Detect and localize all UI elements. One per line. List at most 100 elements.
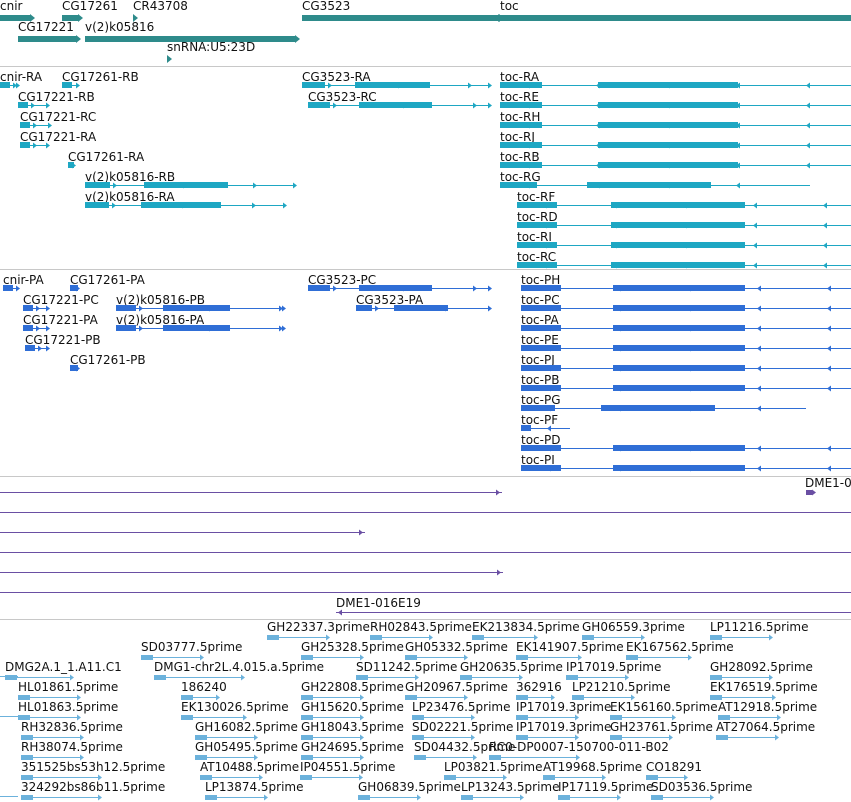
est-feature[interactable]: GH24695.5prime — [301, 740, 404, 761]
protein-label[interactable]: v(2)k05816-PB — [116, 293, 205, 307]
est-label[interactable]: SD02221.5prime — [412, 720, 513, 734]
exon-block[interactable] — [517, 262, 557, 268]
exon-block[interactable] — [20, 142, 30, 148]
exon-block[interactable] — [0, 82, 10, 88]
est-block[interactable] — [301, 655, 313, 660]
protein-label[interactable]: toc-PG — [521, 393, 561, 407]
est-feature[interactable]: LP21210.5prime — [572, 680, 671, 701]
transcript-label[interactable]: toc-RI — [517, 230, 552, 244]
exon-block[interactable] — [517, 202, 557, 208]
est-label[interactable]: GH06559.3prime — [582, 620, 685, 634]
transcript-label[interactable]: CG17221-RC — [20, 110, 96, 124]
protein-label[interactable]: toc-PC — [521, 293, 560, 307]
est-block[interactable] — [412, 735, 424, 740]
est-label[interactable]: SD03777.5prime — [141, 640, 242, 654]
est-block[interactable] — [472, 635, 484, 640]
est-block[interactable] — [301, 755, 313, 760]
est-label[interactable]: EK141907.5prime — [516, 640, 624, 654]
est-feature[interactable]: EK176519.5prime — [710, 680, 818, 701]
est-block[interactable] — [718, 715, 730, 720]
protein[interactable]: toc-PH — [521, 273, 851, 292]
exon-block[interactable] — [611, 262, 745, 268]
est-feature[interactable]: SD03777.5prime — [141, 640, 242, 661]
gene-feature[interactable]: toc — [495, 0, 851, 22]
protein[interactable]: CG17261-PB — [70, 353, 146, 372]
protein-label[interactable]: toc-PD — [521, 433, 560, 447]
exon-block[interactable] — [163, 305, 230, 311]
est-block[interactable] — [412, 715, 424, 720]
est-feature[interactable]: 362916 — [516, 680, 562, 701]
est-label[interactable]: AT12918.5prime — [718, 700, 817, 714]
est-block[interactable] — [21, 795, 33, 800]
exon-block[interactable] — [613, 325, 745, 331]
transcript[interactable]: toc-RF — [517, 190, 851, 209]
exon-block[interactable] — [359, 285, 432, 291]
transcript-label[interactable]: toc-RB — [500, 150, 540, 164]
exon-block[interactable] — [587, 182, 711, 188]
protein[interactable]: cnir-PA — [3, 273, 45, 292]
est-label[interactable]: AT19968.5prime — [543, 760, 642, 774]
est-block[interactable] — [626, 655, 638, 660]
exon-block[interactable] — [521, 305, 561, 311]
exon-block[interactable] — [611, 202, 745, 208]
gene-label[interactable]: CG17261 — [62, 0, 118, 13]
gene-bar[interactable] — [62, 15, 78, 21]
transcript-label[interactable]: toc-RA — [500, 70, 540, 84]
gene-label[interactable]: snRNA:U5:23D — [167, 40, 255, 54]
est-label[interactable]: GH05495.5prime — [195, 740, 298, 754]
protein[interactable]: CG17221-PA — [23, 313, 99, 332]
est-block[interactable] — [200, 775, 212, 780]
protein[interactable]: toc-PF — [521, 413, 570, 432]
est-label[interactable]: GH23761.5prime — [610, 720, 713, 734]
est-feature[interactable]: SD03536.5prime — [651, 780, 752, 801]
alignment-feature[interactable] — [0, 529, 365, 536]
gene-feature[interactable]: CR43708 — [133, 0, 188, 22]
transcript[interactable]: CG3523-RA — [302, 70, 492, 89]
transcript[interactable]: toc-RI — [517, 230, 851, 249]
exon-block[interactable] — [613, 465, 745, 471]
est-label[interactable]: 351525bs53h12.5prime — [21, 760, 165, 774]
protein-label[interactable]: cnir-PA — [3, 273, 45, 287]
alignment-feature[interactable]: DME1-016E19 — [336, 596, 851, 616]
est-block[interactable] — [141, 655, 153, 660]
est-label[interactable]: IP04551.5prime — [300, 760, 395, 774]
est-block[interactable] — [516, 715, 528, 720]
est-feature[interactable]: EK156160.5prime — [610, 700, 718, 721]
est-block[interactable] — [356, 675, 368, 680]
est-feature[interactable]: GH18043.5prime — [301, 720, 404, 741]
exon-block[interactable] — [23, 305, 33, 311]
transcript[interactable]: cnir-RA — [0, 70, 43, 89]
est-feature[interactable]: GH22808.5prime — [301, 680, 404, 701]
est-feature[interactable]: GH16082.5prime — [195, 720, 298, 741]
exon-block[interactable] — [70, 285, 78, 291]
est-block[interactable] — [301, 695, 313, 700]
transcript[interactable]: toc-RB — [500, 150, 851, 169]
est-block[interactable] — [516, 735, 528, 740]
est-label[interactable]: LP13874.5prime — [205, 780, 304, 794]
transcript[interactable]: toc-RG — [500, 170, 810, 189]
exon-block[interactable] — [521, 405, 555, 411]
est-block[interactable] — [414, 755, 426, 760]
protein[interactable]: v(2)k05816-PA — [116, 313, 286, 332]
protein-label[interactable]: CG17261-PA — [70, 273, 146, 287]
exon-block[interactable] — [141, 202, 221, 208]
est-label[interactable]: GH20967.5prime — [405, 680, 508, 694]
exon-block[interactable] — [613, 365, 745, 371]
gene-feature[interactable]: v(2)k05816 — [85, 20, 300, 43]
est-block[interactable] — [460, 675, 472, 680]
est-feature[interactable]: LP11216.5prime — [710, 620, 809, 641]
gene-feature[interactable]: snRNA:U5:23D — [167, 40, 255, 63]
exon-block[interactable] — [613, 385, 745, 391]
est-label[interactable]: SD03536.5prime — [651, 780, 752, 794]
est-block[interactable] — [300, 775, 312, 780]
exon-block[interactable] — [613, 445, 745, 451]
est-label[interactable]: GH24695.5prime — [301, 740, 404, 754]
est-label[interactable]: 186240 — [181, 680, 227, 694]
gene-bar[interactable] — [0, 15, 30, 21]
est-label[interactable]: RH32836.5prime — [21, 720, 123, 734]
est-block[interactable] — [516, 695, 528, 700]
est-label[interactable]: LP11216.5prime — [710, 620, 809, 634]
transcript-label[interactable]: toc-RJ — [500, 130, 535, 144]
est-feature[interactable]: IP04551.5prime — [300, 760, 395, 781]
est-label[interactable]: GH22808.5prime — [301, 680, 404, 694]
